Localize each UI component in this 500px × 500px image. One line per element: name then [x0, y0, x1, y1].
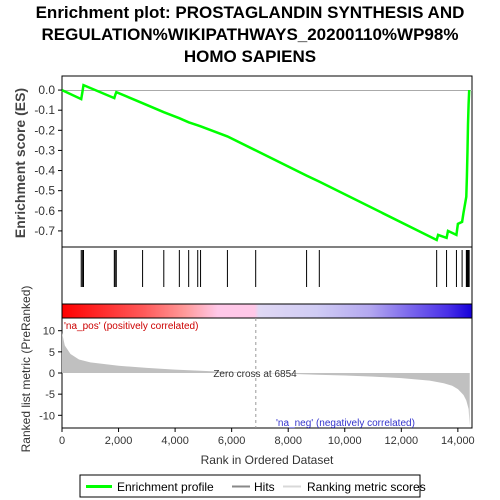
es-ytick-label: -0.2 — [34, 123, 55, 137]
x-tick-label: 10,000 — [328, 435, 362, 447]
na-neg-label: 'na_neg' (negatively correlated) — [276, 418, 415, 429]
chart-title-line-2: REGULATION%WIKIPATHWAYS_20200110%WP98% — [41, 25, 459, 44]
x-tick-label: 6,000 — [218, 435, 246, 447]
chart-title-line-3: HOMO SAPIENS — [183, 47, 317, 66]
chart-title: Enrichment plot: PROSTAGLANDIN SYNTHESIS… — [0, 2, 500, 68]
legend-enrichment-label: Enrichment profile — [117, 480, 214, 494]
x-tick-label: 0 — [59, 435, 65, 447]
es-ytick-label: -0.3 — [34, 143, 55, 157]
x-tick-label: 14,000 — [441, 435, 475, 447]
metric-ytick-label: 5 — [49, 347, 55, 359]
hits-panel-frame — [61, 246, 473, 305]
x-tick-label: 8,000 — [274, 435, 302, 447]
es-ytick-label: -0.5 — [34, 184, 55, 198]
x-tick-label: 4,000 — [161, 435, 189, 447]
es-panel-frame — [61, 75, 473, 248]
metric-ytick-label: -10 — [39, 410, 55, 422]
es-ytick-label: 0.0 — [38, 83, 55, 97]
legend-hits-label: Hits — [254, 480, 275, 494]
es-ylabel: Enrichment score (ES) — [12, 88, 28, 238]
metric-ytick-label: 0 — [49, 368, 55, 380]
metric-ylabel: Ranked list metric (PreRanked) — [19, 286, 33, 453]
na-pos-label: 'na_pos' (positively correlated) — [64, 321, 198, 332]
es-ytick-label: -0.1 — [34, 103, 55, 117]
x-axis-label: Rank in Ordered Dataset — [201, 453, 334, 467]
zero-cross-label: Zero cross at 6854 — [213, 369, 297, 380]
enrichment-profile-line — [61, 83, 471, 242]
x-tick-label: 2,000 — [105, 435, 133, 447]
x-tick-label: 12,000 — [384, 435, 418, 447]
rank-color-bar — [61, 303, 473, 319]
es-ytick-label: -0.6 — [34, 204, 55, 218]
es-ytick-label: -0.4 — [34, 164, 55, 178]
es-ytick-label: -0.7 — [34, 224, 55, 238]
metric-ytick-label: 10 — [43, 326, 55, 338]
legend-ranking-label: Ranking metric scores — [307, 480, 426, 494]
metric-ytick-label: -5 — [45, 389, 55, 401]
chart-title-line-1: Enrichment plot: PROSTAGLANDIN SYNTHESIS… — [35, 3, 465, 22]
